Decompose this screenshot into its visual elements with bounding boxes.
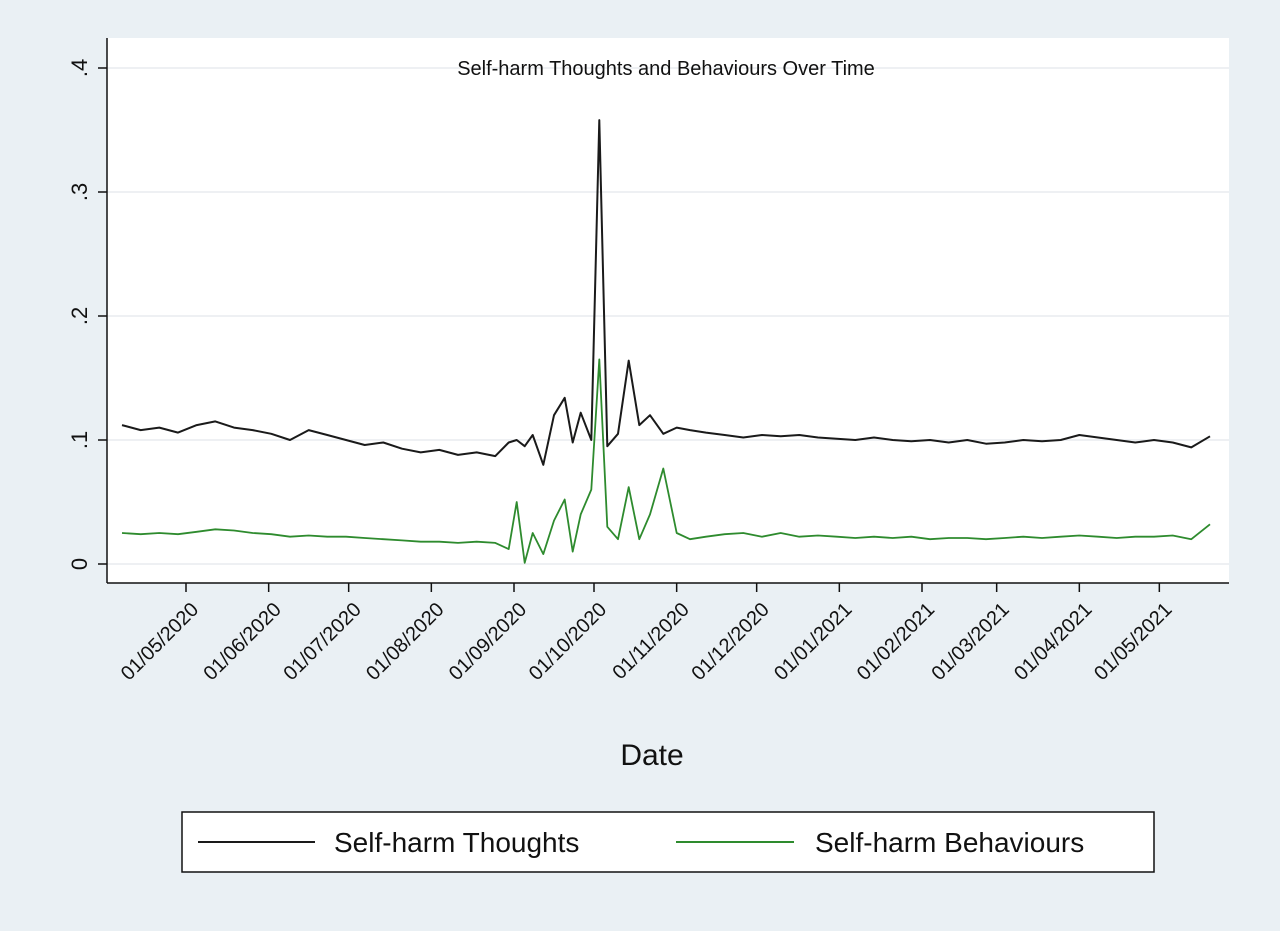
x-tick-label: 01/08/2020 <box>362 599 448 685</box>
x-tick-label: 01/07/2020 <box>279 599 365 685</box>
y-tick-label: .2 <box>67 307 92 325</box>
series-layer <box>121 119 1211 564</box>
legend-label-self-harm-behaviours: Self-harm Behaviours <box>815 827 1084 858</box>
gridlines <box>107 67 1229 565</box>
y-tick-label: 0 <box>67 558 92 570</box>
series-line-self-harm-behaviours <box>121 358 1211 564</box>
x-tick-label: 01/05/2020 <box>117 599 203 685</box>
x-tick-label: 01/12/2020 <box>687 599 773 685</box>
y-tick-label: .1 <box>67 431 92 449</box>
legend-box <box>181 811 1155 873</box>
x-axis-ticks: 01/05/202001/06/202001/07/202001/08/2020… <box>117 583 1176 685</box>
legend-label-self-harm-thoughts: Self-harm Thoughts <box>334 827 579 858</box>
x-tick-label: 01/10/2020 <box>525 599 611 685</box>
x-tick-label: 01/01/2021 <box>770 599 856 685</box>
x-tick-label: 01/11/2020 <box>609 599 694 684</box>
y-axis-ticks: 0 .1 .2 .3 .4 <box>67 59 107 570</box>
legend: Self-harm Thoughts Self-harm Behaviours <box>181 811 1155 873</box>
x-tick-label: 01/06/2020 <box>199 599 285 685</box>
x-tick-label: 01/04/2021 <box>1010 599 1096 685</box>
x-tick-label: 01/09/2020 <box>445 599 531 685</box>
plot-background <box>107 38 1229 583</box>
chart-title: Self-harm Thoughts and Behaviours Over T… <box>457 58 875 80</box>
x-tick-label: 01/05/2021 <box>1090 599 1176 685</box>
series-line-self-harm-thoughts <box>121 119 1211 466</box>
y-tick-label: .4 <box>67 59 92 77</box>
y-tick-label: .3 <box>67 183 92 201</box>
x-tick-label: 01/03/2021 <box>927 599 1013 685</box>
x-axis-label: Date <box>620 739 683 772</box>
x-tick-label: 01/02/2021 <box>853 599 939 685</box>
